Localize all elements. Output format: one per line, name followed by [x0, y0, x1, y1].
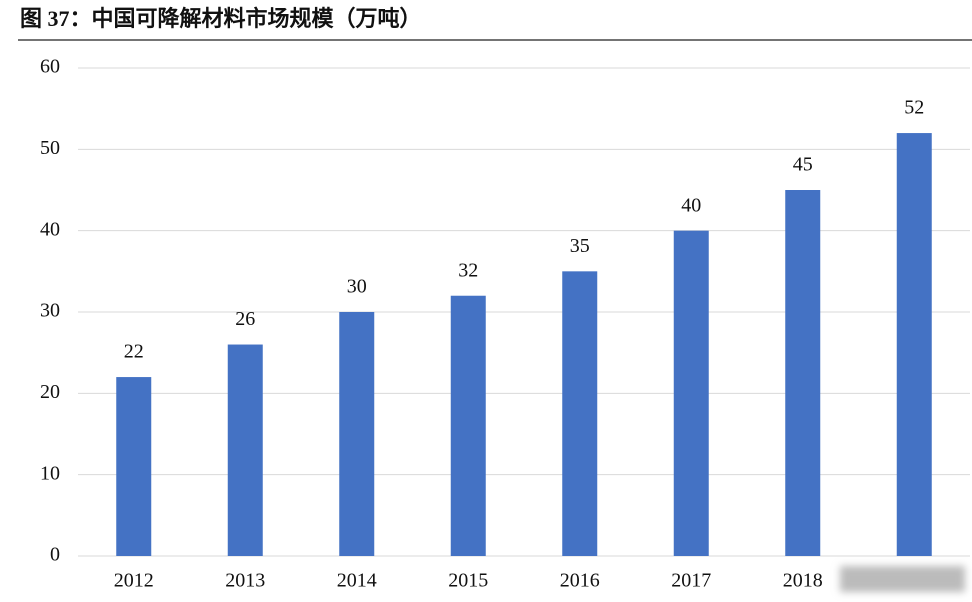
- bar: [339, 312, 375, 556]
- bar: [227, 344, 263, 556]
- y-tick-label: 30: [40, 300, 60, 322]
- bar: [562, 271, 598, 556]
- x-tick-label: 2016: [560, 570, 600, 592]
- bar: [450, 295, 486, 556]
- data-label: 22: [124, 341, 144, 363]
- x-tick-label: 2017: [671, 570, 711, 592]
- x-tick-label: 2018: [783, 570, 823, 592]
- y-tick-label: 0: [50, 544, 60, 566]
- data-label: 45: [793, 154, 813, 176]
- watermark: [840, 566, 965, 592]
- y-tick-label: 20: [40, 381, 60, 403]
- x-tick-label: 2013: [225, 570, 265, 592]
- data-label: 52: [904, 97, 924, 119]
- chart-title: 图 37：中国可降解材料市场规模（万吨）: [20, 6, 422, 31]
- x-tick-label: 2014: [337, 570, 377, 592]
- y-tick-label: 50: [40, 137, 60, 159]
- bar: [785, 190, 821, 556]
- y-tick-label: 40: [40, 218, 60, 240]
- x-tick-label: 2012: [114, 570, 154, 592]
- data-label: 30: [347, 276, 367, 298]
- bar: [896, 133, 932, 557]
- bar: [116, 377, 152, 556]
- y-tick-label: 60: [40, 56, 60, 78]
- data-label: 26: [235, 308, 255, 330]
- y-tick-label: 10: [40, 462, 60, 484]
- data-label: 40: [681, 194, 701, 216]
- data-label: 35: [570, 235, 590, 257]
- data-label: 32: [458, 259, 478, 281]
- bar: [673, 230, 709, 556]
- x-tick-label: 2015: [448, 570, 488, 592]
